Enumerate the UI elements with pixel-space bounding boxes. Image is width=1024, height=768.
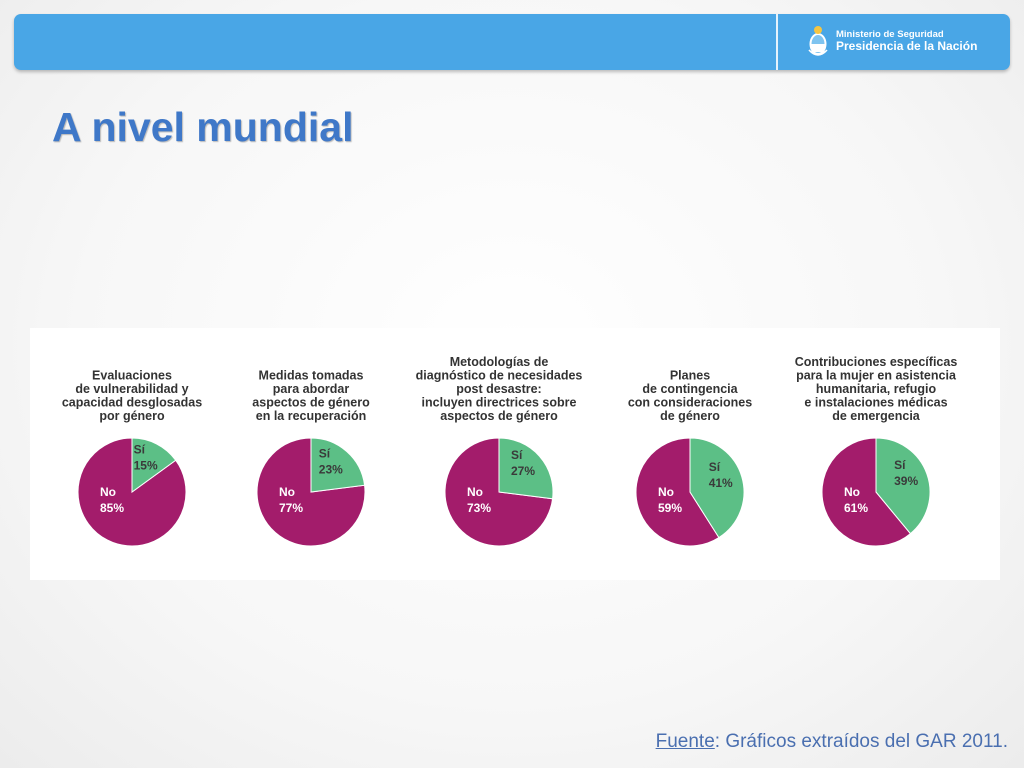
pie-label-no-name: No xyxy=(467,485,483,499)
pie-label-no-value: 85% xyxy=(100,501,124,515)
pie-title-line: incluyen directrices sobre xyxy=(422,396,577,410)
header-bar: Ministerio de Seguridad Presidencia de l… xyxy=(14,14,1010,70)
pie-label-no-value: 73% xyxy=(467,501,491,515)
pie-label-si-value: 23% xyxy=(319,463,343,477)
pie-title-line: Evaluaciones xyxy=(92,369,172,383)
pie-title-line: Metodologías de xyxy=(450,355,549,369)
pie-label-no-name: No xyxy=(844,485,860,499)
pie-title-line: post desastre: xyxy=(456,382,541,396)
pie-title-line: aspectos de género xyxy=(252,396,370,410)
pie-title-line: de emergencia xyxy=(832,409,921,423)
pie-title-line: de vulnerabilidad y xyxy=(75,382,188,396)
pie-title-line: en la recuperación xyxy=(256,409,366,423)
pie-title-line: humanitaria, refugio xyxy=(816,382,937,396)
pie-title-line: por género xyxy=(99,409,165,423)
page-title: A nivel mundial xyxy=(52,104,354,150)
header-divider xyxy=(776,14,778,70)
pie-label-si-name: Sí xyxy=(709,460,721,474)
pie-label-no-value: 59% xyxy=(658,501,682,515)
pie-title-line: e instalaciones médicas xyxy=(804,396,947,410)
pie-title-line: de género xyxy=(660,409,720,423)
pie-label-no-name: No xyxy=(279,485,295,499)
pie-title-line: de contingencia xyxy=(642,382,738,396)
pie-slice-si xyxy=(689,437,745,539)
pie-label-si-value: 41% xyxy=(709,476,733,490)
pie-label-si-name: Sí xyxy=(511,448,523,462)
source-note: Fuente: Gráficos extraídos del GAR 2011. xyxy=(656,731,1008,753)
ministry-name: Ministerio de Seguridad Presidencia de l… xyxy=(836,29,978,54)
pie-label-no-value: 61% xyxy=(844,501,868,515)
chart-panel: Evaluaciones de vulnerabilidad y capacidad… xyxy=(30,328,1000,580)
pie-slice-si xyxy=(131,437,177,493)
pie-slice-si xyxy=(875,437,931,535)
pie-title-line: Planes xyxy=(670,369,710,383)
pie-title-line: con consideraciones xyxy=(628,396,752,410)
ministry-line2: Presidencia de la Nación xyxy=(836,39,978,54)
pie-label-no-name: No xyxy=(100,485,116,499)
ministry-line1: Ministerio de Seguridad xyxy=(836,29,944,40)
pie-label-si-value: 15% xyxy=(134,458,158,472)
pie-title-line: para abordar xyxy=(273,382,350,396)
pie-title-line: aspectos de género xyxy=(440,409,558,423)
pie-label-si-value: 27% xyxy=(511,464,535,478)
source-link[interactable]: Fuente xyxy=(655,731,715,752)
pie-slice-no xyxy=(635,437,720,547)
pie-label-si-name: Sí xyxy=(894,458,906,472)
pie-title-line: diagnóstico de necesidades xyxy=(416,369,583,383)
pie-title-line: para la mujer en asistencia xyxy=(796,369,957,383)
pie-slice-si xyxy=(310,437,366,493)
national-crest-icon xyxy=(808,26,828,56)
pie-label-si-name: Sí xyxy=(134,442,146,456)
pie-label-no-value: 77% xyxy=(279,501,303,515)
pie-slice-si xyxy=(498,437,554,500)
pie-title-line: Contribuciones específicas xyxy=(795,355,958,369)
pie-label-si-value: 39% xyxy=(894,474,918,488)
pie-title-line: Medidas tomadas xyxy=(259,369,364,383)
pie-label-no-name: No xyxy=(658,485,674,499)
pie-label-si-name: Sí xyxy=(319,447,331,461)
pie-title-line: capacidad desglosadas xyxy=(62,396,202,410)
pie-slice-no xyxy=(821,437,912,547)
source-text: : Gráficos extraídos del GAR 2011. xyxy=(714,731,1008,752)
